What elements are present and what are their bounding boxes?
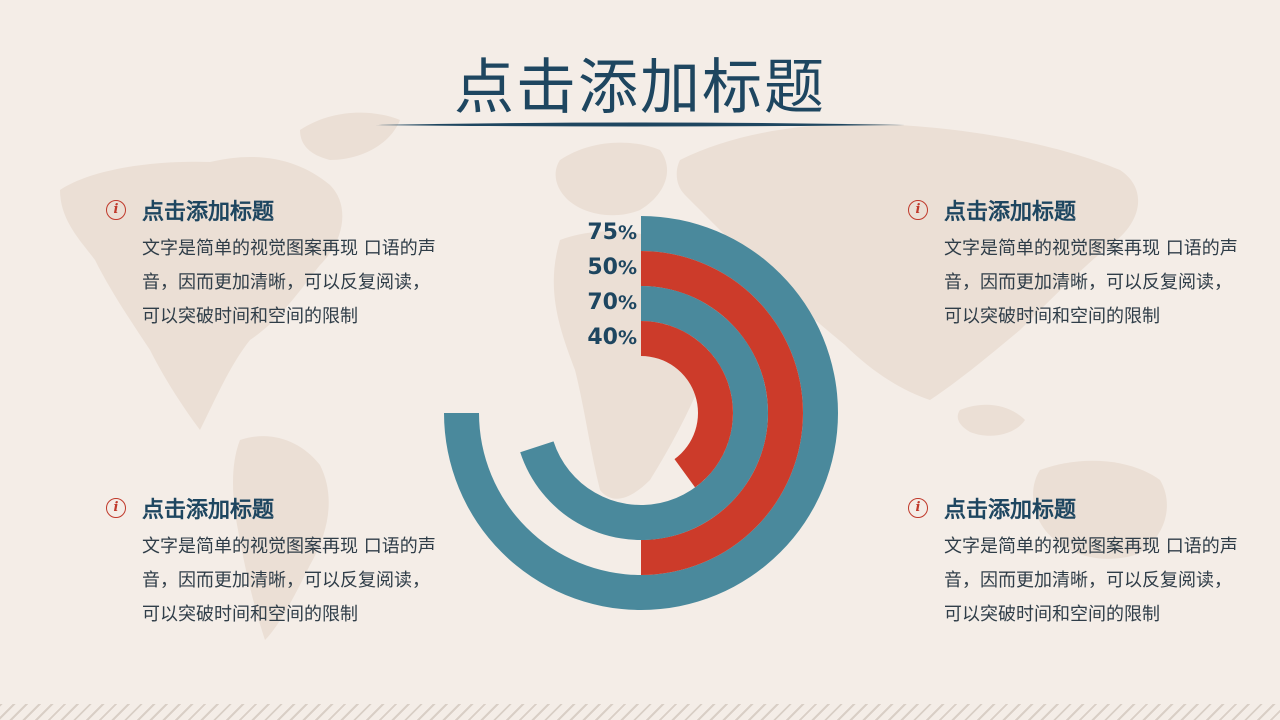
radial-bar-2 (641, 251, 803, 575)
info-icon: i (908, 200, 928, 220)
info-icon: i (106, 498, 126, 518)
page-title: 点击添加标题 (454, 53, 826, 123)
block-heading: 点击添加标题 (142, 200, 275, 225)
block-heading: 点击添加标题 (944, 498, 1077, 523)
block-body: 文字是简单的视觉图案再现 口语的声音，因而更加清晰，可以反复阅读，可以突破时间和… (944, 238, 1238, 327)
radial-bar-4 (641, 320, 734, 488)
text-block-top-right: i 点击添加标题 文字是简单的视觉图案再现 口语的声音，因而更加清晰，可以反复阅… (906, 194, 1246, 334)
decorative-stripes (0, 704, 1280, 720)
info-icon: i (106, 200, 126, 220)
block-body: 文字是简单的视觉图案再现 口语的声音，因而更加清晰，可以反复阅读，可以突破时间和… (944, 536, 1238, 625)
block-body: 文字是简单的视觉图案再现 口语的声音，因而更加清晰，可以反复阅读，可以突破时间和… (142, 536, 436, 625)
text-block-bottom-left: i 点击添加标题 文字是简单的视觉图案再现 口语的声音，因而更加清晰，可以反复阅… (104, 492, 444, 632)
block-body: 文字是简单的视觉图案再现 口语的声音，因而更加清晰，可以反复阅读，可以突破时间和… (142, 238, 436, 327)
block-heading: 点击添加标题 (142, 498, 275, 523)
block-heading: 点击添加标题 (944, 200, 1077, 225)
info-icon: i (908, 498, 928, 518)
percent-label-4: 40% (587, 325, 637, 350)
text-block-top-left: i 点击添加标题 文字是简单的视觉图案再现 口语的声音，因而更加清晰，可以反复阅… (104, 194, 444, 334)
percent-label-3: 70% (587, 290, 637, 315)
percent-label-2: 50% (587, 255, 637, 280)
text-block-bottom-right: i 点击添加标题 文字是简单的视觉图案再现 口语的声音，因而更加清晰，可以反复阅… (906, 492, 1246, 632)
title-underline (375, 122, 905, 127)
percent-label-1: 75% (587, 220, 637, 245)
